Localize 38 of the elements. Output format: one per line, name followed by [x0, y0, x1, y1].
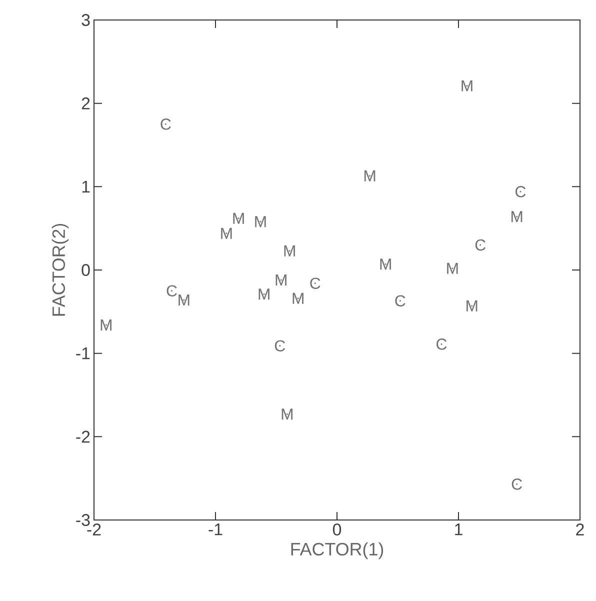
text: M: [380, 258, 391, 270]
series-label: M: [178, 294, 190, 306]
text: C: [512, 478, 522, 490]
y-tick-label: -1: [76, 348, 90, 360]
text: M: [511, 211, 522, 222]
text: M: [221, 228, 232, 239]
text: C: [395, 295, 406, 306]
text: C: [274, 340, 286, 352]
text: M: [364, 170, 376, 182]
text: M: [466, 300, 478, 312]
y-axis-title: FACTOR(2): [52, 224, 69, 316]
text: C: [516, 186, 526, 198]
text: M: [447, 262, 458, 274]
text: M: [100, 320, 112, 330]
text: C: [160, 118, 171, 130]
y-tick-label: -2: [76, 430, 90, 443]
text: M: [292, 292, 304, 304]
x-tick-label: 2: [576, 524, 584, 536]
series-label: C: [310, 278, 320, 289]
y-tick-label: 0: [82, 264, 90, 276]
text: M: [255, 216, 266, 228]
y-tick-label: 2: [82, 97, 90, 110]
text: C: [475, 239, 486, 251]
y-tick-label: -3: [76, 514, 90, 526]
text: M: [462, 80, 472, 92]
x-tick-label: -1: [208, 524, 222, 536]
text: M: [282, 408, 293, 420]
x-tick-label: 0: [332, 524, 342, 536]
text: C: [166, 285, 177, 296]
y-tick-label: 3: [82, 14, 90, 26]
text: M: [276, 274, 286, 286]
text: C: [436, 338, 447, 350]
text: M: [284, 245, 295, 256]
x-axis-title: FACTOR(1): [291, 542, 384, 560]
x-tick-label: 1: [455, 524, 462, 536]
y-tick-label: 1: [82, 180, 90, 192]
text: M: [233, 212, 244, 224]
text: M: [258, 288, 270, 300]
